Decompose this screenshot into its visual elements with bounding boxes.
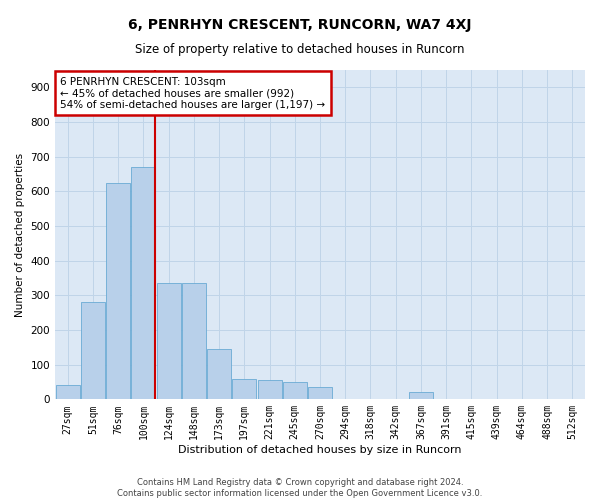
Bar bbox=[106, 182, 130, 400]
Bar bbox=[182, 283, 206, 400]
Y-axis label: Number of detached properties: Number of detached properties bbox=[15, 152, 25, 316]
X-axis label: Distribution of detached houses by size in Runcorn: Distribution of detached houses by size … bbox=[178, 445, 462, 455]
Bar bbox=[81, 302, 105, 400]
Bar bbox=[56, 386, 80, 400]
Bar bbox=[308, 387, 332, 400]
Text: 6 PENRHYN CRESCENT: 103sqm
← 45% of detached houses are smaller (992)
54% of sem: 6 PENRHYN CRESCENT: 103sqm ← 45% of deta… bbox=[61, 76, 325, 110]
Bar bbox=[257, 380, 281, 400]
Bar bbox=[409, 392, 433, 400]
Text: Size of property relative to detached houses in Runcorn: Size of property relative to detached ho… bbox=[135, 42, 465, 56]
Bar bbox=[283, 382, 307, 400]
Bar bbox=[207, 349, 231, 400]
Bar bbox=[232, 378, 256, 400]
Text: 6, PENRHYN CRESCENT, RUNCORN, WA7 4XJ: 6, PENRHYN CRESCENT, RUNCORN, WA7 4XJ bbox=[128, 18, 472, 32]
Bar bbox=[157, 283, 181, 400]
Text: Contains HM Land Registry data © Crown copyright and database right 2024.
Contai: Contains HM Land Registry data © Crown c… bbox=[118, 478, 482, 498]
Bar bbox=[131, 167, 155, 400]
